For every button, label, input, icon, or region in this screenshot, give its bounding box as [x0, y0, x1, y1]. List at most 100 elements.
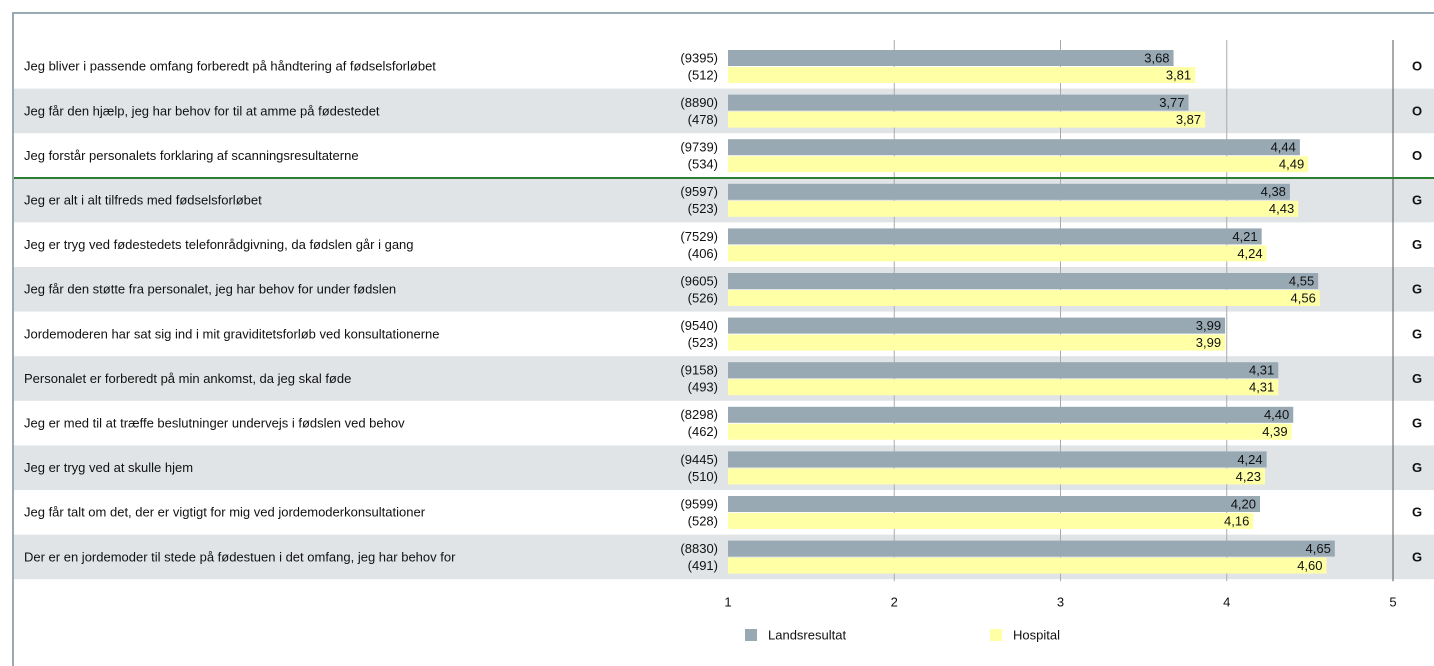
- bar: [728, 540, 1335, 557]
- code-label: G: [1412, 193, 1422, 208]
- legend-label: Landsresultat: [768, 627, 846, 642]
- bar: [728, 496, 1260, 512]
- code-label: G: [1412, 549, 1422, 564]
- bar: [728, 94, 1189, 111]
- value-label: 4,60: [1297, 558, 1322, 573]
- bar: [728, 557, 1327, 574]
- bar: [728, 156, 1309, 173]
- n-label: (491): [688, 558, 718, 573]
- legend-swatch: [745, 629, 757, 641]
- bar: [728, 290, 1320, 306]
- value-label: 4,16: [1224, 513, 1249, 528]
- code-label: O: [1412, 148, 1422, 163]
- bar: [728, 468, 1265, 485]
- bar: [728, 228, 1262, 245]
- x-tick-label: 4: [1223, 594, 1230, 609]
- code-label: O: [1412, 59, 1422, 74]
- code-label: G: [1412, 460, 1422, 475]
- bar: [728, 67, 1196, 83]
- code-label: G: [1412, 371, 1422, 386]
- category-label: Jeg er med til at træffe beslutninger un…: [24, 416, 405, 431]
- n-label: (528): [688, 513, 718, 528]
- n-label: (8298): [680, 407, 718, 422]
- n-label: (9540): [680, 318, 718, 333]
- category-label: Der er en jordemoder til stede på fødest…: [24, 549, 456, 564]
- legend-swatch: [990, 629, 1002, 641]
- grid: 1 2 3 4 5: [724, 40, 1397, 609]
- value-label: 4,24: [1237, 246, 1262, 261]
- n-label: (7529): [680, 229, 718, 244]
- bar: [728, 273, 1319, 289]
- value-label: 4,31: [1249, 380, 1274, 395]
- value-label: 4,38: [1261, 184, 1286, 199]
- n-label: (9605): [680, 273, 718, 288]
- bar: [728, 50, 1174, 66]
- n-label: (8830): [680, 541, 718, 556]
- category-label: Jeg er alt i alt tilfreds med fødselsfor…: [24, 193, 262, 208]
- value-label: 4,43: [1269, 201, 1294, 216]
- value-label: 4,55: [1289, 273, 1314, 288]
- category-label: Personalet er forberedt på min ankomst, …: [24, 371, 351, 386]
- category-label: Jeg forstår personalets forklaring af sc…: [24, 148, 359, 163]
- value-label: 4,21: [1232, 229, 1257, 244]
- n-label: (523): [688, 201, 718, 216]
- value-label: 3,77: [1159, 95, 1184, 110]
- bar: [728, 334, 1226, 351]
- x-tick-label: 5: [1389, 594, 1396, 609]
- n-label: (9158): [680, 363, 718, 378]
- value-label: 3,99: [1196, 335, 1221, 350]
- value-label: 4,39: [1262, 424, 1287, 439]
- n-label: (9597): [680, 184, 718, 199]
- x-tick-label: 2: [891, 594, 898, 609]
- value-label: 3,99: [1196, 318, 1221, 333]
- value-label: 4,24: [1237, 452, 1262, 467]
- category-label: Jeg får talt om det, der er vigtigt for …: [24, 505, 426, 520]
- n-label: (510): [688, 469, 718, 484]
- value-label: 3,87: [1176, 112, 1201, 127]
- bar: [728, 139, 1300, 156]
- bar: [728, 423, 1292, 440]
- value-label: 4,40: [1264, 407, 1289, 422]
- bar: [728, 406, 1294, 423]
- bar: [728, 200, 1299, 217]
- x-tick-label: 3: [1057, 594, 1064, 609]
- code-label: G: [1412, 326, 1422, 341]
- value-label: 4,31: [1249, 363, 1274, 378]
- bar: [728, 245, 1267, 262]
- n-label: (9445): [680, 452, 718, 467]
- marks: Jeg bliver i passende omfang forberedt p…: [24, 50, 1422, 574]
- category-label: Jeg er tryg ved at skulle hjem: [24, 460, 193, 475]
- code-label: G: [1412, 237, 1422, 252]
- category-label: Jordemoderen har sat sig ind i mit gravi…: [24, 326, 440, 341]
- bar: [728, 317, 1226, 334]
- n-label: (534): [688, 157, 718, 172]
- value-label: 3,68: [1144, 50, 1169, 65]
- n-label: (8890): [680, 95, 718, 110]
- legend-label: Hospital: [1013, 627, 1060, 642]
- n-label: (462): [688, 424, 718, 439]
- value-label: 4,56: [1291, 290, 1316, 305]
- n-label: (478): [688, 112, 718, 127]
- value-label: 4,20: [1231, 496, 1256, 511]
- value-label: 4,49: [1279, 157, 1304, 172]
- n-label: (9599): [680, 496, 718, 511]
- value-label: 4,44: [1271, 140, 1296, 155]
- bar: [728, 111, 1206, 128]
- category-label: Jeg er tryg ved fødestedets telefonrådgi…: [24, 237, 414, 252]
- n-label: (512): [688, 67, 718, 82]
- category-label: Jeg får den hjælp, jeg har behov for til…: [24, 103, 380, 118]
- code-label: O: [1412, 103, 1422, 118]
- bar: [728, 513, 1254, 529]
- n-label: (493): [688, 380, 718, 395]
- code-label: G: [1412, 282, 1422, 297]
- value-label: 3,81: [1166, 67, 1191, 82]
- bar: [728, 362, 1279, 379]
- bar: [728, 379, 1279, 396]
- n-label: (526): [688, 290, 718, 305]
- value-label: 4,23: [1236, 469, 1261, 484]
- n-label: (523): [688, 335, 718, 350]
- n-label: (9739): [680, 140, 718, 155]
- code-label: G: [1412, 505, 1422, 520]
- bar: [728, 183, 1290, 200]
